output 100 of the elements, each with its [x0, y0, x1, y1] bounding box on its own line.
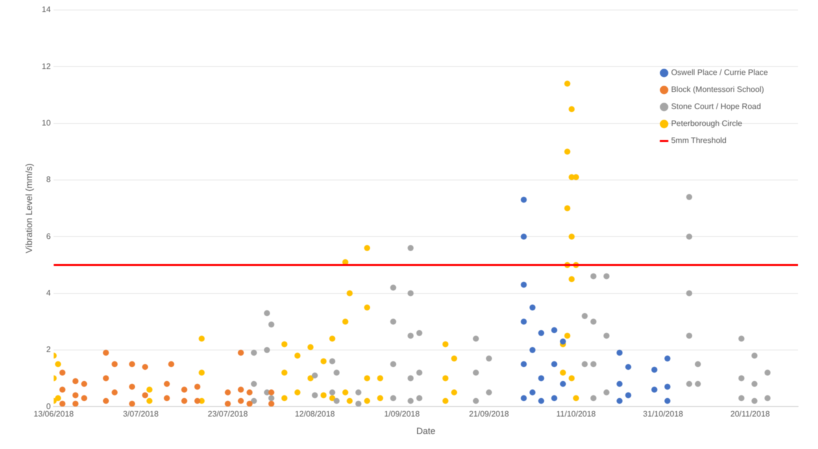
point — [568, 375, 575, 382]
point — [590, 273, 596, 280]
y-tick-label: 8 — [46, 175, 52, 184]
point — [520, 361, 527, 368]
y-tick-label: 10 — [42, 118, 52, 128]
point — [355, 400, 362, 407]
point — [529, 346, 536, 353]
point — [329, 336, 336, 342]
x-tick-label: 31/10/2018 — [643, 410, 684, 419]
y-tick-label: 4 — [46, 288, 52, 298]
point — [102, 398, 109, 404]
point — [472, 398, 479, 404]
point — [390, 318, 396, 325]
point — [129, 384, 136, 390]
point — [582, 312, 588, 319]
point — [146, 398, 152, 404]
point — [686, 194, 692, 200]
point — [472, 336, 479, 342]
point — [294, 389, 300, 396]
point — [329, 389, 336, 396]
point — [198, 336, 205, 342]
point — [520, 234, 527, 240]
point — [281, 341, 288, 348]
point — [738, 395, 744, 402]
y-tick-label: 2 — [46, 345, 52, 354]
point — [408, 375, 414, 382]
point — [59, 400, 66, 407]
point — [738, 375, 744, 382]
point — [334, 398, 340, 404]
point — [224, 389, 231, 396]
x-tick-label: 12/08/2018 — [294, 410, 336, 419]
point — [224, 400, 231, 407]
point — [564, 205, 570, 212]
point — [390, 284, 396, 291]
point — [573, 174, 580, 180]
x-tick-label: 20/11/2018 — [730, 410, 770, 419]
point — [102, 350, 109, 356]
point — [168, 361, 174, 368]
point — [238, 350, 244, 356]
point — [486, 389, 492, 396]
legend-label: 5mm Threshold — [671, 136, 727, 146]
x-tick-label: 11/10/2018 — [556, 410, 596, 419]
point — [551, 361, 558, 368]
point — [560, 370, 566, 376]
point — [59, 386, 66, 393]
point — [246, 400, 253, 407]
point — [408, 398, 414, 404]
point — [451, 355, 458, 362]
point — [112, 389, 118, 396]
point — [520, 282, 527, 288]
point — [451, 389, 458, 396]
point — [560, 338, 566, 344]
point — [281, 370, 288, 376]
point — [164, 395, 170, 402]
point — [568, 276, 575, 282]
point — [72, 392, 78, 398]
point — [268, 395, 274, 402]
point — [764, 370, 771, 376]
point — [142, 392, 148, 398]
point — [603, 389, 610, 396]
point — [520, 196, 527, 203]
point — [308, 344, 314, 350]
x-tick-label: 3/07/2018 — [122, 410, 160, 419]
point — [651, 366, 658, 373]
point — [686, 332, 692, 339]
point — [582, 361, 588, 368]
point — [590, 361, 596, 368]
point — [112, 361, 118, 368]
point — [194, 398, 200, 404]
point — [264, 310, 270, 316]
point — [72, 400, 78, 407]
point — [312, 372, 318, 378]
point — [616, 380, 623, 387]
point — [472, 370, 479, 376]
point — [355, 389, 362, 396]
legend-label: Block (Montessori School) — [671, 85, 764, 94]
y-tick-label: 14 — [42, 5, 52, 14]
point — [329, 358, 336, 364]
point — [486, 355, 492, 362]
point — [529, 389, 536, 396]
point — [146, 386, 152, 393]
point — [551, 395, 558, 402]
legend-label: Oswell Place / Currie Place — [671, 68, 769, 78]
point — [164, 380, 170, 387]
point — [520, 318, 527, 325]
point — [442, 375, 448, 382]
point — [529, 304, 536, 310]
x-tick-label: 23/07/2018 — [208, 410, 248, 419]
point — [538, 398, 544, 404]
point — [342, 389, 348, 396]
point — [364, 304, 370, 310]
point — [694, 380, 701, 387]
point — [181, 398, 188, 404]
point — [564, 80, 570, 87]
y-tick-label: 6 — [46, 232, 52, 241]
point — [268, 321, 274, 328]
point — [442, 341, 448, 348]
y-axis-title: Vibration Level (mm/s) — [24, 163, 34, 254]
point — [573, 395, 580, 402]
point — [390, 395, 396, 402]
